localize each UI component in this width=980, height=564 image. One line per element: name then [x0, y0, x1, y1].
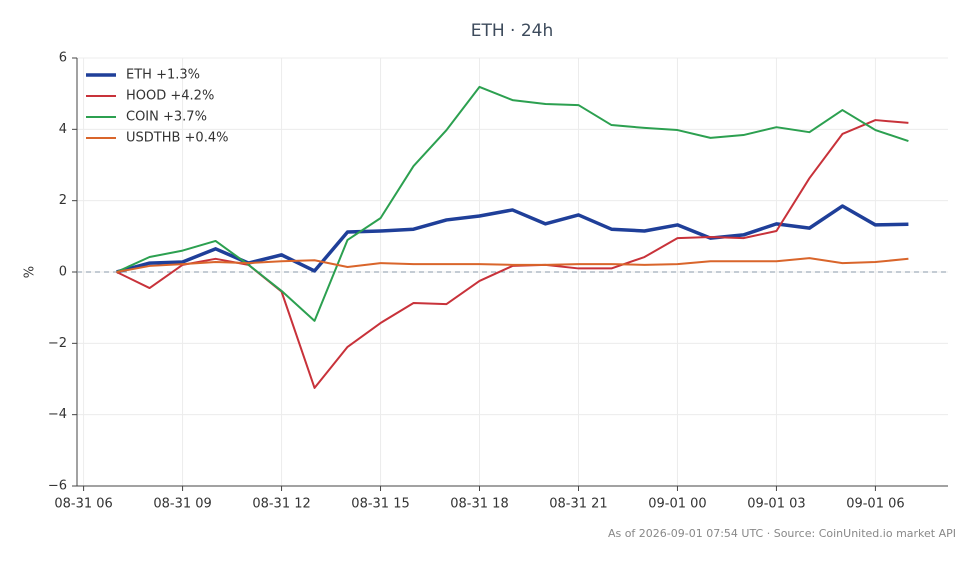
chart-title: ETH · 24h	[471, 21, 554, 41]
legend-label: ETH +1.3%	[126, 68, 200, 83]
y-axis-label: %	[23, 266, 38, 278]
y-tick-label: 6	[59, 51, 67, 66]
x-tick-label: 08-31 21	[549, 497, 607, 512]
series-line	[116, 257, 909, 273]
x-tick-label: 09-01 03	[747, 497, 805, 512]
series-line	[116, 119, 909, 389]
series-line	[116, 85, 909, 322]
footer: As of 2026-09-01 07:54 UTC · Source: Coi…	[608, 527, 956, 540]
x-tick-label: 08-31 15	[351, 497, 409, 512]
x-tick-label: 08-31 09	[153, 497, 211, 512]
x-tick-label: 08-31 12	[252, 497, 310, 512]
x-tick-label: 08-31 18	[450, 497, 508, 512]
y-tick-label: −2	[48, 336, 67, 351]
legend-label: HOOD +4.2%	[126, 89, 214, 104]
legend-label: COIN +3.7%	[126, 110, 207, 125]
x-tick-label: 09-01 00	[648, 497, 706, 512]
y-tick-label: −6	[48, 479, 67, 494]
y-tick-label: −4	[48, 407, 67, 422]
y-tick-label: 2	[59, 193, 67, 208]
y-tick-label: 4	[59, 122, 67, 137]
y-tick-label: 0	[59, 265, 67, 280]
legend-label: USDTHB +0.4%	[126, 131, 228, 146]
x-tick-label: 09-01 06	[846, 497, 904, 512]
x-tick-label: 08-31 06	[54, 497, 112, 512]
